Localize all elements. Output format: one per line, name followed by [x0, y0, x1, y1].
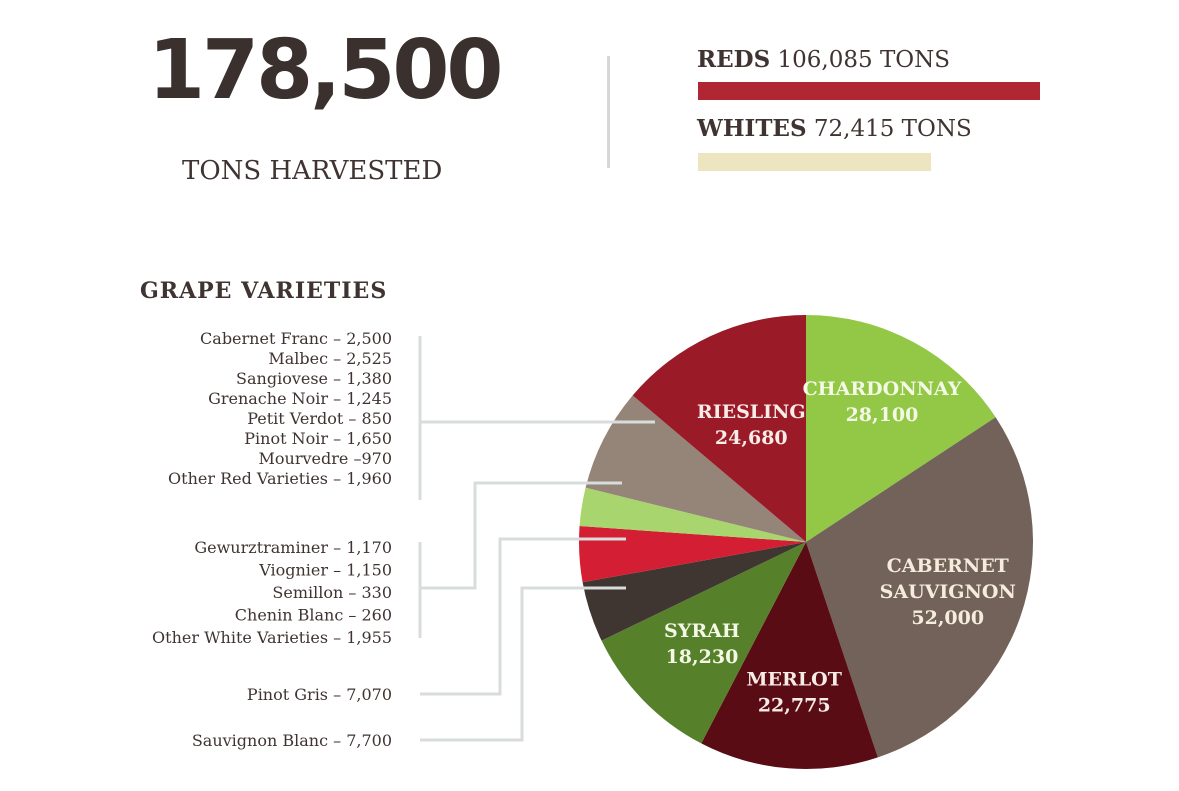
legend-item: Sangiovese – 1,380 [236, 369, 392, 388]
slice-label-line: 24,680 [715, 427, 788, 449]
reds-name: REDS [697, 46, 771, 73]
slice-label: MERLOT 22,775 [747, 669, 842, 717]
whites-bar [698, 153, 932, 171]
pie-slice [585, 395, 806, 542]
total-tons-label: TONS HARVESTED [182, 156, 443, 186]
chart-title: GRAPE VARIETIES [140, 278, 388, 304]
legend-item: Other Red Varieties – 1,960 [168, 469, 392, 488]
header-divider [607, 56, 610, 168]
pie-slice [579, 487, 806, 542]
legend-item: Pinot Noir – 1,650 [244, 429, 392, 448]
legend-item: Malbec – 2,525 [268, 349, 392, 368]
pie-slice [582, 542, 806, 641]
slice-label-line: 52,000 [911, 607, 984, 629]
pie-slice [579, 526, 806, 583]
reds-bar [698, 82, 1040, 100]
reds-value: 106,085 TONS [777, 47, 951, 73]
connector-line [420, 537, 626, 696]
legend-item: Cabernet Franc – 2,500 [200, 329, 392, 348]
legend-connectors [418, 336, 655, 742]
legend-item: Viognier – 1,150 [258, 561, 392, 580]
legend-item: Petit Verdot – 850 [247, 409, 392, 428]
slice-label: CHARDONNAY 28,100 [803, 378, 962, 426]
whites-name: WHITES [697, 115, 807, 142]
legend-item: Grenache Noir – 1,245 [208, 389, 392, 408]
slice-label-line: RIESLING [697, 401, 806, 423]
slice-label: RIESLING 24,680 [697, 401, 806, 449]
slice-label-line: SAUVIGNON [880, 581, 1016, 603]
reds-label: REDS 106,085 TONS [697, 46, 950, 73]
pie-slice [632, 315, 806, 542]
legend-item: Chenin Blanc – 260 [235, 606, 392, 625]
slice-label-line: 22,775 [758, 695, 831, 717]
legend-item: Pinot Gris – 7,070 [247, 685, 392, 704]
connector-line [420, 586, 626, 742]
legend-item: Sauvignon Blanc – 7,700 [192, 731, 392, 750]
pie-slice [601, 542, 806, 744]
slice-label-line: MERLOT [747, 669, 842, 691]
legend-item: Gewurztraminer – 1,170 [194, 538, 392, 557]
connector-line [420, 481, 622, 590]
slice-label: CABERNET SAUVIGNON 52,000 [880, 555, 1016, 629]
total-tons-value: 178,500 [148, 23, 503, 118]
legend-item: Other White Varieties – 1,955 [152, 628, 392, 647]
slice-label-line: CABERNET [887, 555, 1009, 577]
legend-item: Mourvedre –970 [259, 449, 392, 468]
slice-label-line: 18,230 [666, 646, 739, 668]
whites-label: WHITES 72,415 TONS [697, 115, 972, 142]
slice-label-line: SYRAH [664, 620, 740, 642]
slice-label: SYRAH 18,230 [664, 620, 740, 668]
whites-value: 72,415 TONS [813, 116, 972, 142]
slice-label-line: 28,100 [846, 404, 919, 426]
legend-item: Semillon – 330 [272, 583, 392, 602]
pie-slice [806, 417, 1033, 758]
slice-label-line: CHARDONNAY [803, 378, 962, 400]
pie-slice [701, 542, 878, 769]
pie-slice [806, 315, 996, 542]
